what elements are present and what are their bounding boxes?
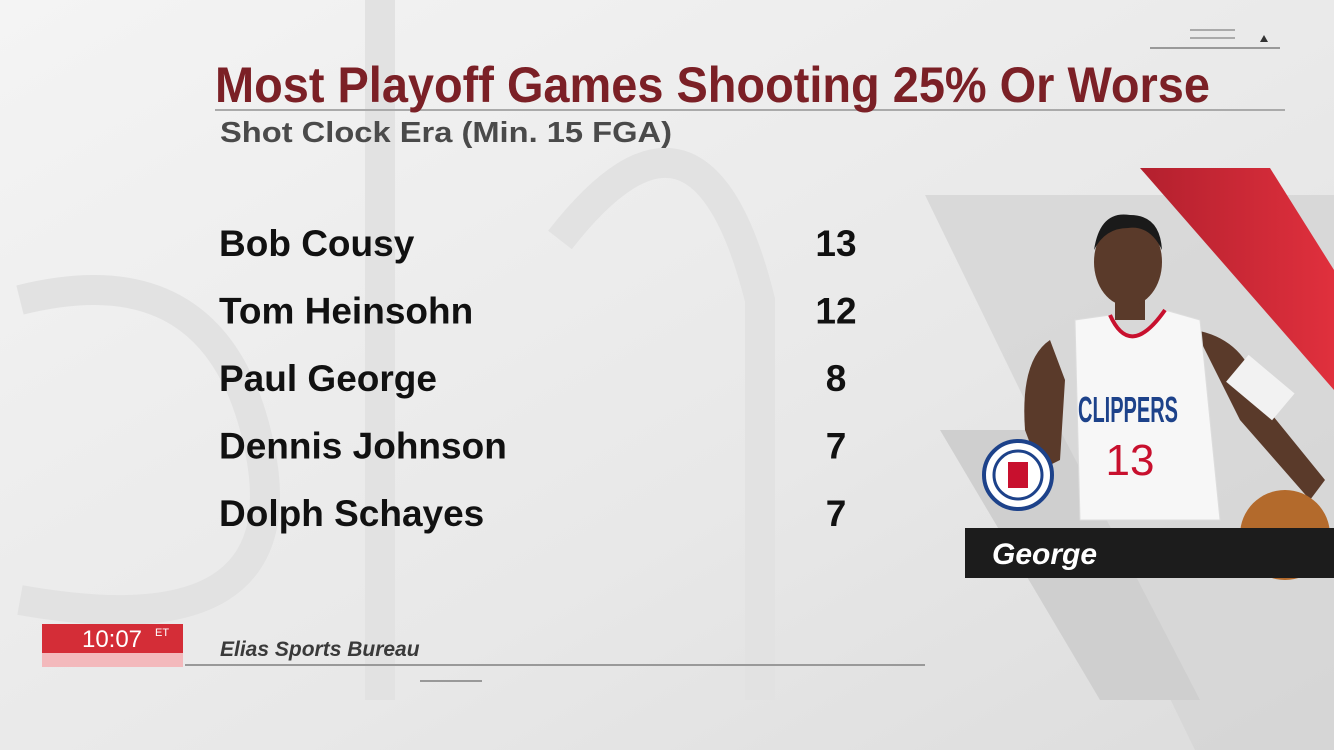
clock-time: 10:07 bbox=[82, 626, 142, 653]
player-caption: George bbox=[992, 538, 1097, 571]
player-name: Bob Cousy bbox=[219, 223, 415, 264]
player-photo: CLIPPERS 13 bbox=[1024, 214, 1330, 580]
stat-value: 7 bbox=[826, 493, 847, 534]
stat-value: 12 bbox=[815, 291, 856, 332]
team-logo bbox=[982, 439, 1054, 511]
clock-box bbox=[42, 624, 183, 653]
arrow-icon bbox=[1260, 35, 1268, 42]
clock-zone: ET bbox=[155, 627, 169, 639]
source: Elias Sports Bureau bbox=[220, 638, 420, 661]
stat-value: 7 bbox=[826, 426, 847, 467]
table: Bob Cousy 13 Tom Heinsohn 12 Paul George 8 Den… bbox=[219, 223, 857, 534]
jersey-number: 13 bbox=[1106, 436, 1155, 485]
clock-box bbox=[42, 653, 183, 667]
title: Most Playoff Games Shooting 25% Or Worse bbox=[215, 57, 1210, 113]
player-name: Dolph Schayes bbox=[219, 493, 484, 534]
player-name: Dennis Johnson bbox=[219, 426, 507, 467]
red-band bbox=[1140, 168, 1334, 390]
watermark bbox=[16, 0, 775, 700]
subtitle: Shot Clock Era (Min. 15 FGA) bbox=[220, 117, 672, 149]
jersey-team: CLIPPERS bbox=[1078, 389, 1178, 430]
player-name: Paul George bbox=[219, 358, 437, 399]
stat-value: 8 bbox=[826, 358, 847, 399]
stat-value: 13 bbox=[815, 223, 856, 264]
caption-bar bbox=[965, 528, 1334, 578]
player-name: Tom Heinsohn bbox=[219, 291, 473, 332]
